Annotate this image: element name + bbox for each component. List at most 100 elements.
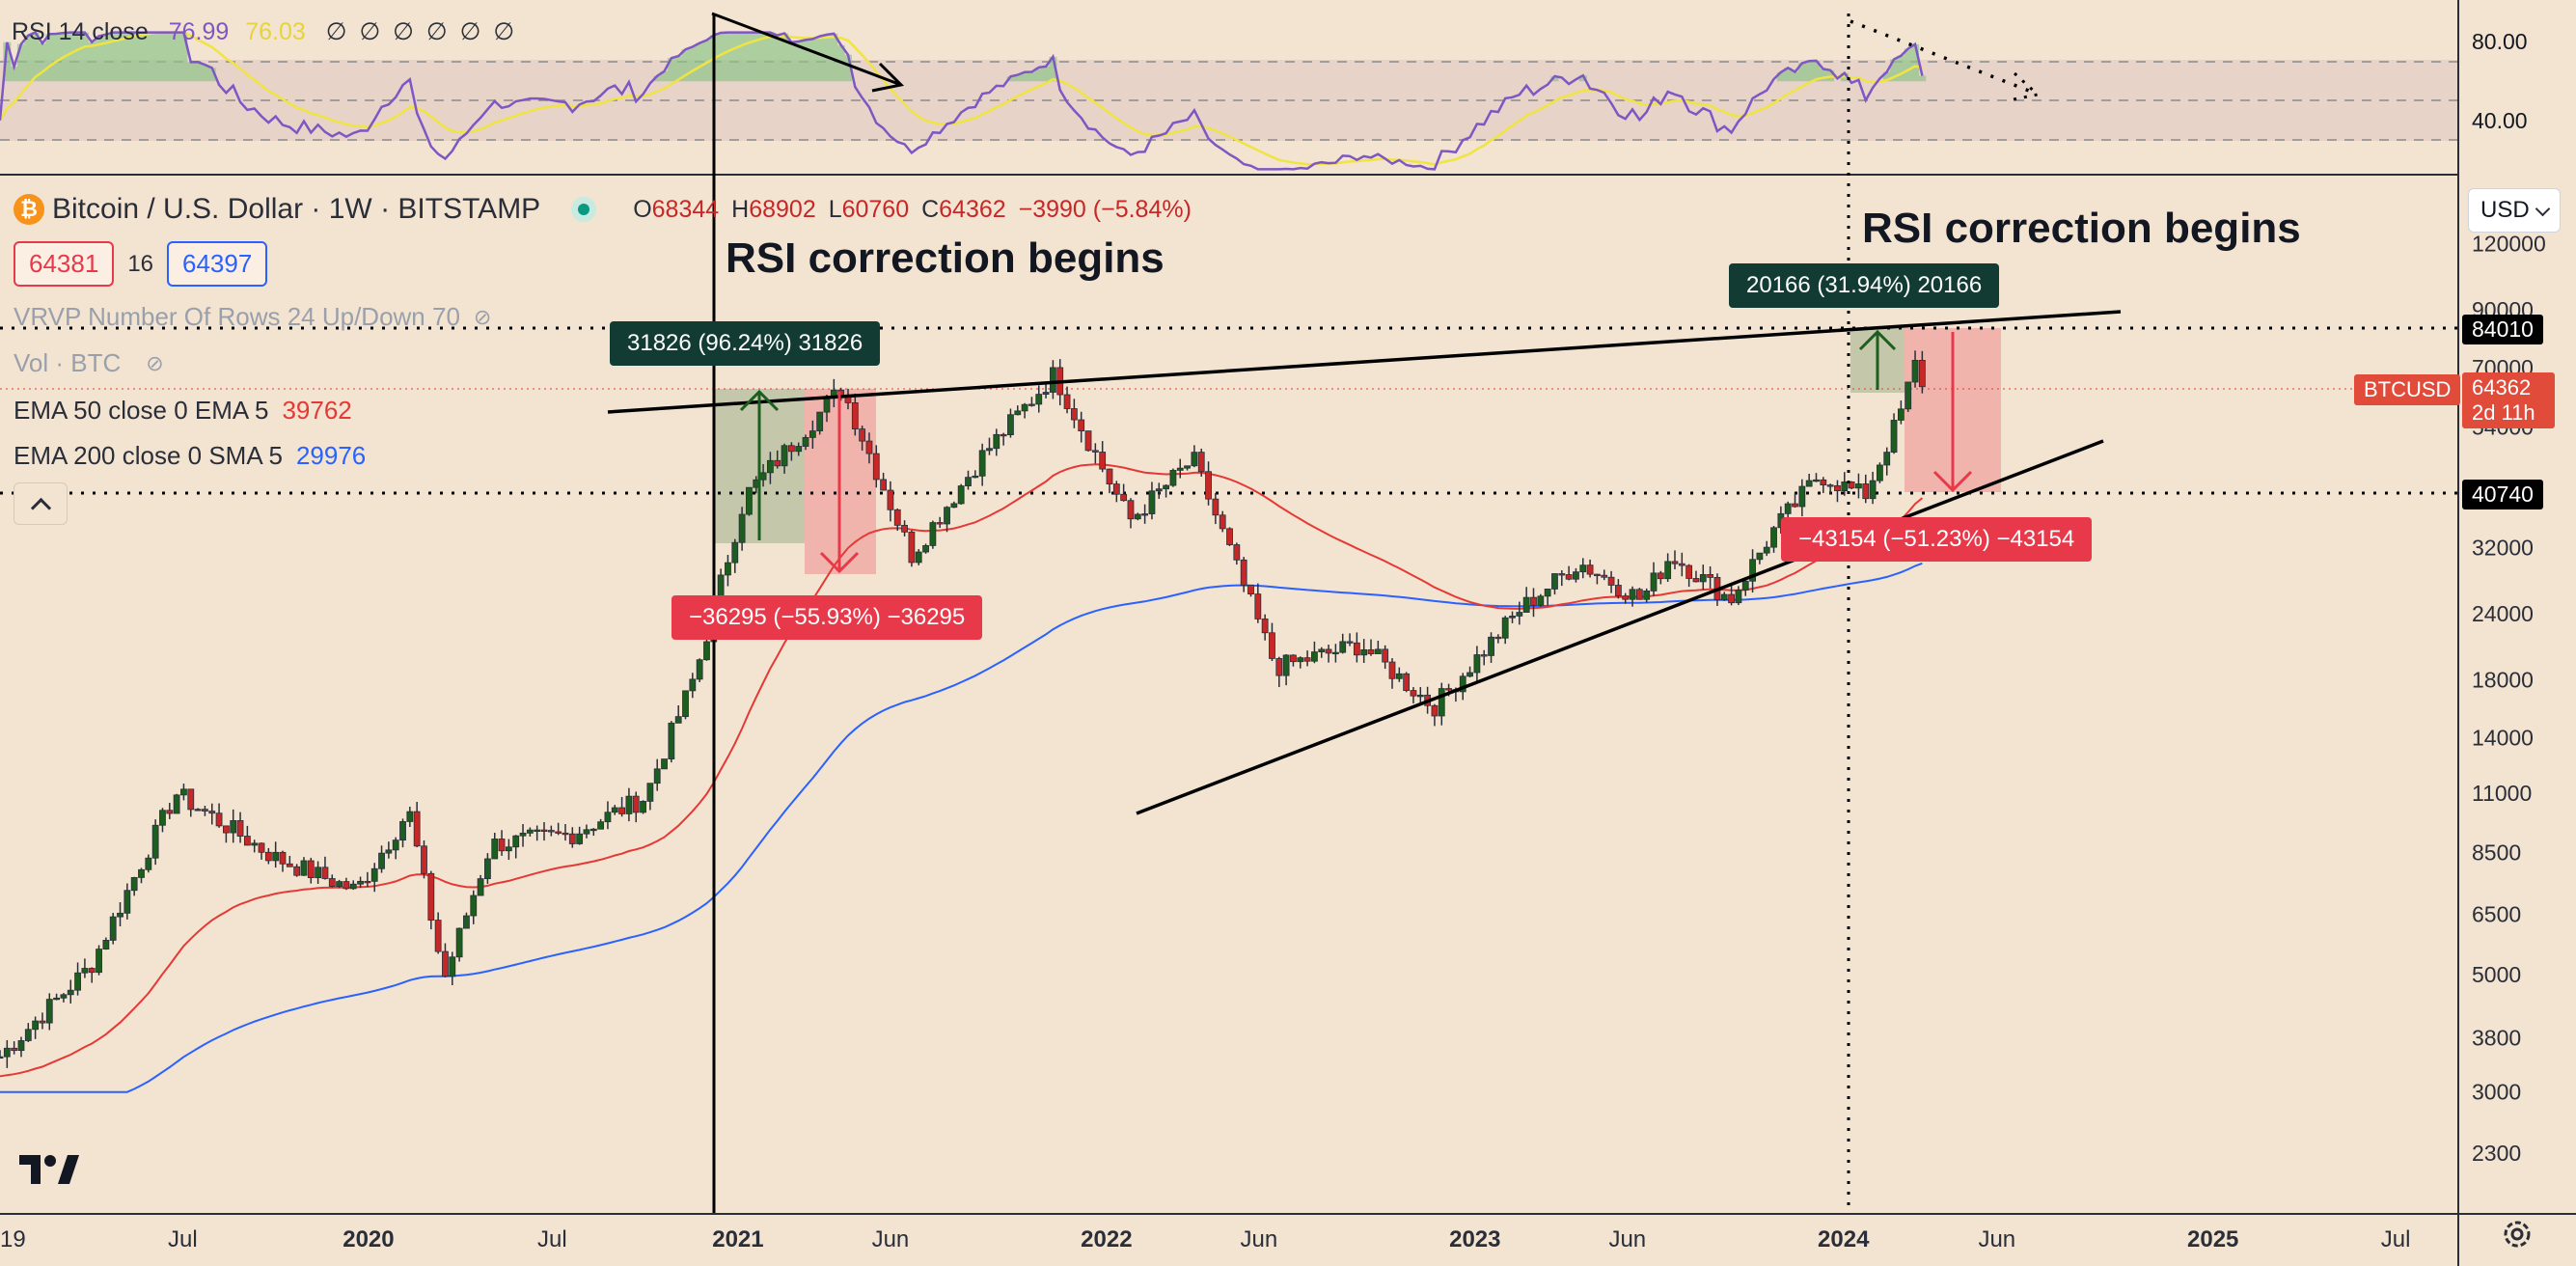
candle: [1897, 400, 1905, 425]
candle: [915, 549, 922, 565]
candle: [767, 452, 774, 484]
candle: [357, 876, 364, 888]
candle: [349, 880, 357, 891]
candle: [526, 827, 534, 837]
measure-arrows: [739, 329, 1973, 574]
hidden-eye-icon[interactable]: ⊘: [473, 304, 492, 329]
rsi-projection-arrow: [1850, 19, 2035, 95]
candle: [1480, 649, 1488, 666]
candle: [272, 841, 280, 868]
tradingview-logo[interactable]: [19, 1153, 81, 1186]
sell-button[interactable]: 64381: [14, 241, 115, 287]
candle: [449, 951, 456, 985]
buy-button[interactable]: 64397: [167, 241, 268, 287]
rsi-tick-80: 80.00: [2472, 29, 2528, 54]
candle: [1692, 570, 1700, 583]
market-status-icon: [571, 197, 597, 222]
candle: [24, 1023, 32, 1042]
candle: [978, 443, 986, 486]
candle: [1522, 587, 1530, 613]
candle: [236, 812, 244, 843]
hidden-eye-icon[interactable]: ⊘: [146, 350, 164, 375]
annotation-left-title: RSI correction begins: [726, 234, 1165, 282]
candle: [1311, 641, 1318, 664]
ema200-line: [0, 562, 1923, 1093]
candle: [1112, 481, 1120, 503]
candle: [1374, 641, 1382, 654]
volume-legend[interactable]: Vol · BTC ⊘: [14, 348, 164, 378]
candle: [202, 806, 208, 816]
candle: [787, 442, 795, 461]
settings-gear-icon[interactable]: [2501, 1218, 2534, 1251]
candle: [123, 883, 131, 920]
candle: [597, 818, 605, 830]
candle: [611, 805, 618, 815]
candle: [1346, 633, 1354, 647]
candle: [180, 784, 187, 801]
vrvp-legend[interactable]: VRVP Number Of Rows 24 Up/Down 70 ⊘: [14, 302, 491, 332]
candle: [1134, 512, 1141, 521]
candle: [117, 901, 123, 927]
candle: [1805, 473, 1813, 487]
candle: [222, 825, 230, 843]
candle: [1028, 397, 1035, 407]
candle: [32, 1016, 40, 1039]
candle: [1586, 559, 1594, 578]
ema50-legend[interactable]: EMA 50 close 0 EMA 5 39762: [14, 396, 352, 426]
candle: [1084, 430, 1092, 452]
vrvp-label: VRVP Number Of Rows 24 Up/Down 70: [14, 302, 460, 331]
collapse-legend-button[interactable]: [14, 482, 68, 525]
candle: [392, 837, 399, 860]
time-tick-label: 2023: [1449, 1226, 1500, 1252]
candle: [1565, 565, 1573, 581]
candle: [187, 788, 195, 817]
candle: [1176, 458, 1184, 479]
currency-select[interactable]: USD: [2468, 188, 2561, 233]
candle: [477, 874, 484, 896]
candle: [1594, 573, 1601, 585]
ema50-value: 39762: [282, 396, 352, 425]
candle: [364, 871, 371, 887]
candle: [1826, 483, 1834, 495]
time-tick-label: Jul: [537, 1226, 567, 1252]
candle: [1614, 579, 1622, 599]
candle: [1042, 382, 1050, 399]
candle: [307, 857, 315, 884]
candle: [661, 758, 668, 770]
annotation-right-title: RSI correction begins: [1862, 205, 2301, 252]
volume-label: Vol · BTC: [14, 348, 122, 377]
price-tick-label: 14000: [2472, 725, 2534, 750]
time-tick-label: Jun: [1978, 1226, 2015, 1252]
rsi-label: RSI 14 close: [12, 18, 149, 45]
candle: [1120, 483, 1128, 502]
candle: [802, 434, 809, 451]
time-tick-label: 2024: [1818, 1226, 1870, 1252]
candle: [1883, 447, 1891, 476]
candle: [1282, 653, 1290, 686]
candle: [1671, 550, 1679, 569]
symbol-title[interactable]: Bitcoin / U.S. Dollar · 1W · BITSTAMP: [52, 193, 541, 225]
candle: [1290, 654, 1297, 667]
candle: [1501, 616, 1509, 645]
candle: [96, 945, 102, 976]
candle: [1657, 570, 1664, 585]
candle: [1410, 687, 1417, 703]
candle: [738, 507, 746, 551]
candle: [746, 486, 753, 516]
candle: [1664, 553, 1672, 582]
candle: [547, 825, 555, 837]
candle: [491, 833, 499, 860]
candle: [1635, 588, 1643, 600]
candle: [145, 854, 152, 873]
candle: [1516, 601, 1523, 625]
candle: [851, 393, 859, 436]
rsi-hidden-values: ∅ ∅ ∅ ∅ ∅ ∅: [325, 18, 518, 45]
candle: [1078, 411, 1085, 443]
candle: [1650, 562, 1658, 596]
candle: [1021, 402, 1028, 419]
candle: [1197, 448, 1205, 477]
candle: [1643, 588, 1651, 603]
candles: [0, 350, 1926, 1068]
ema200-legend[interactable]: EMA 200 close 0 SMA 5 29976: [14, 441, 366, 471]
